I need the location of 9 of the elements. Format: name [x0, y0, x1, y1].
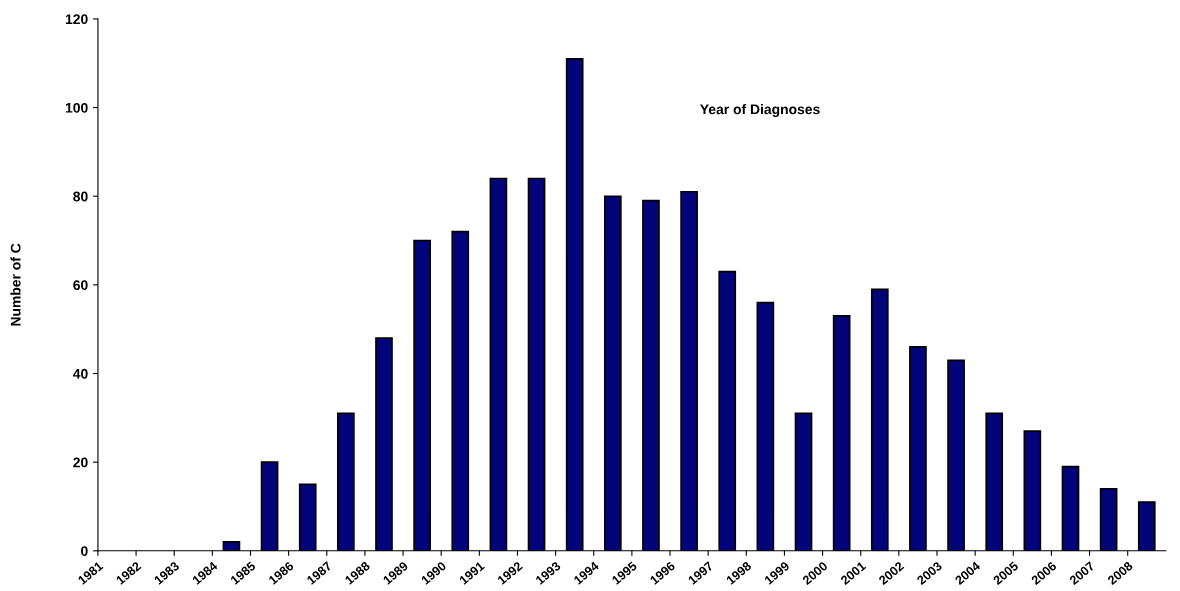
- y-tick-label: 0: [81, 546, 88, 556]
- y-tick-label: 120: [65, 14, 88, 25]
- y-tick-label: 40: [72, 368, 88, 379]
- y-axis-title: Number of C: [10, 243, 21, 326]
- x-axis-title: Year of Diagnoses: [700, 104, 820, 118]
- y-tick-label: 100: [65, 102, 88, 113]
- y-tick-label: 20: [73, 457, 88, 468]
- y-tick-label: 80: [73, 191, 88, 202]
- y-tick-label: 60: [73, 280, 88, 291]
